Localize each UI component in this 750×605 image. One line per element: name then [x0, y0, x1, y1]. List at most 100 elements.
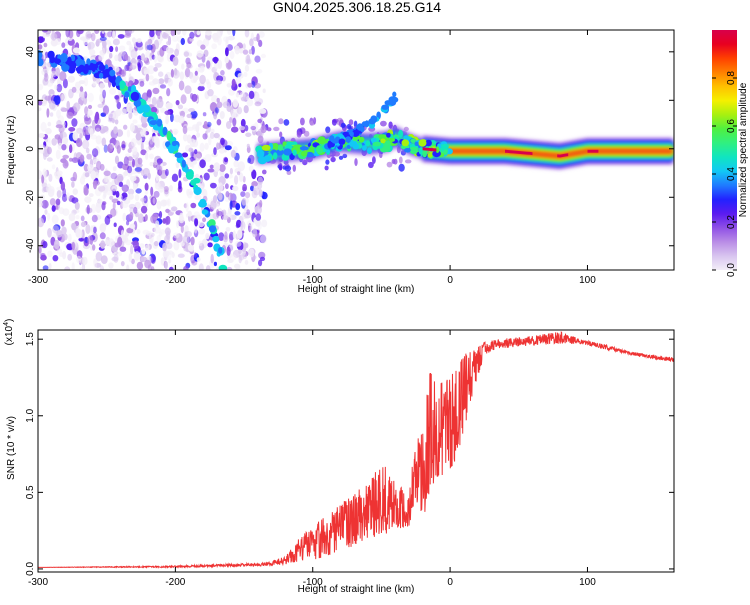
noise-speck: [251, 169, 257, 180]
noise-speck: [249, 38, 254, 47]
noise-speck: [165, 208, 170, 213]
noise-speck: [224, 157, 228, 163]
spec-y-tick-label: -40: [25, 238, 36, 253]
trace-blob: [362, 145, 367, 151]
noise-speck: [62, 137, 69, 145]
noise-speck: [137, 62, 142, 72]
trace-blob: [218, 247, 223, 254]
noise-speck: [259, 256, 266, 262]
noise-speck: [166, 88, 171, 97]
noise-speck: [103, 144, 108, 153]
spec-y-tick-label: 20: [25, 94, 36, 106]
noise-speck: [257, 135, 264, 144]
noise-speck: [216, 211, 223, 216]
noise-speck: [146, 44, 153, 51]
noise-speck: [247, 82, 253, 88]
noise-speck: [222, 215, 229, 221]
noise-speck: [133, 206, 138, 214]
noise-speck: [258, 39, 263, 48]
spec-y-tick-label: 0: [25, 146, 36, 152]
noise-speck: [114, 119, 119, 125]
noise-speck: [72, 47, 80, 54]
noise-speck: [256, 267, 261, 270]
noise-speck: [83, 163, 89, 172]
trace-blob: [410, 138, 416, 143]
noise-speck: [102, 105, 110, 115]
noise-speck: [42, 168, 47, 178]
noise-speck: [149, 136, 155, 145]
noise-speck: [244, 259, 249, 265]
noise-speck: [109, 195, 114, 200]
noise-speck: [62, 154, 69, 159]
noise-speck: [102, 194, 106, 200]
trace-blob: [79, 64, 85, 71]
noise-speck: [56, 83, 63, 93]
noise-speck: [209, 164, 214, 169]
noise-speck: [228, 88, 235, 96]
noise-speck: [124, 64, 130, 72]
noise-speck: [164, 73, 169, 84]
noise-speck: [165, 102, 173, 110]
noise-speck: [300, 117, 305, 126]
noise-speck: [209, 132, 215, 139]
snr-y-tick-label: 0.0: [25, 562, 36, 576]
noise-speck: [182, 30, 187, 36]
noise-speck: [259, 199, 263, 208]
noise-speck: [232, 30, 236, 37]
noise-speck: [51, 205, 56, 212]
noise-speck: [51, 138, 57, 146]
noise-speck: [55, 149, 61, 160]
noise-speck: [99, 223, 107, 233]
noise-speck: [187, 126, 194, 131]
noise-speck: [229, 254, 237, 261]
noise-speck: [182, 125, 188, 135]
noise-speck: [48, 263, 52, 270]
noise-speck: [67, 75, 75, 83]
noise-speck: [129, 212, 134, 220]
noise-speck: [180, 37, 185, 46]
noise-speck: [196, 50, 204, 58]
trace-blob: [361, 121, 370, 127]
noise-speck: [95, 135, 102, 145]
noise-speck: [372, 156, 376, 164]
noise-speck: [114, 54, 119, 62]
noise-speck: [93, 226, 97, 234]
noise-speck: [235, 92, 240, 98]
trace-blob: [256, 149, 265, 158]
trace-blob: [130, 91, 140, 101]
noise-speck: [213, 56, 218, 64]
noise-speck: [226, 266, 233, 270]
noise-speck: [150, 254, 156, 264]
trace-blob: [284, 144, 293, 150]
noise-speck: [123, 197, 131, 204]
noise-speck: [121, 184, 129, 193]
noise-speck: [205, 30, 212, 36]
noise-speck: [214, 107, 219, 114]
noise-speck: [266, 127, 272, 132]
noise-speck: [368, 161, 374, 169]
trace-blob: [86, 58, 91, 66]
noise-speck: [225, 227, 231, 232]
noise-speck: [158, 231, 163, 237]
noise-speck: [236, 229, 243, 240]
noise-speck: [202, 112, 207, 117]
trace-blob: [385, 140, 391, 148]
noise-speck: [111, 256, 119, 262]
noise-speck: [278, 118, 284, 125]
noise-speck: [64, 266, 71, 270]
noise-speck: [41, 30, 49, 33]
noise-speck: [342, 153, 348, 159]
noise-speck: [71, 157, 79, 164]
noise-speck: [168, 259, 172, 264]
trace-blob: [167, 144, 175, 154]
noise-speck: [158, 71, 164, 77]
noise-speck: [92, 180, 100, 186]
noise-speck: [256, 33, 260, 43]
noise-speck: [257, 221, 262, 230]
noise-speck: [68, 213, 76, 222]
noise-speck: [217, 36, 222, 46]
noise-speck: [135, 40, 143, 48]
noise-speck: [165, 46, 171, 54]
noise-speck: [258, 31, 265, 38]
noise-speck: [199, 159, 206, 169]
